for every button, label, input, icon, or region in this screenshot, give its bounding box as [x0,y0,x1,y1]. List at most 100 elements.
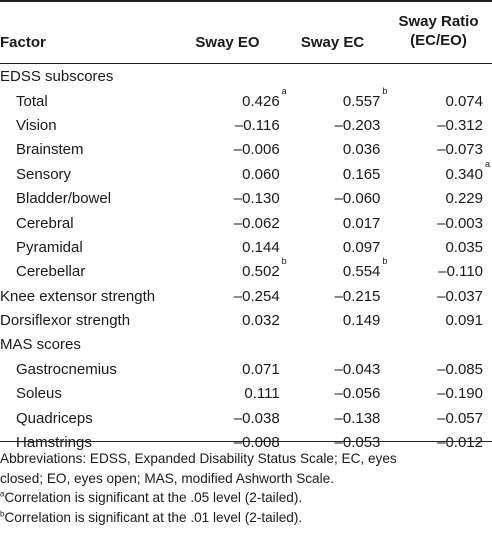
value: –0.057 [437,409,483,427]
value: –0.060 [334,190,381,208]
table-row: EDSS subscores [0,65,492,89]
value: 0.035 [445,238,483,256]
cell-factor: Bladder/bowel [16,190,112,208]
cell-sway-eo [211,65,289,89]
table-row: Knee extensor strength –0.254 –0.215 –0.037 [0,285,492,309]
value-wrap: 0.035 [445,239,492,257]
cell-sway-ratio [389,65,492,89]
header-sway-eo: Sway EO [195,34,260,51]
value-wrap: 0.111 [244,385,288,403]
value: 0.229 [445,190,483,208]
cell-sway-ratio: –0.073 [389,138,492,162]
value-wrap: 0.074 [445,93,492,111]
value: 0.071 [242,360,280,378]
value-wrap: 0.229 [445,190,492,208]
abbreviations-line2: closed; EO, eyes open; MAS, modified Ash… [0,470,334,486]
cell-factor: Sensory [16,165,72,183]
cell-factor: Brainstem [16,141,84,159]
table-row: Brainstem –0.006 0.036 –0.073 [0,138,492,162]
value: –0.085 [437,360,483,378]
value-wrap: 0.032 [242,312,289,330]
cell-sway-eo: 0.111 [211,382,289,406]
value-wrap: 0.554 b [342,256,388,281]
cell-sway-eo: –0.062 [211,211,289,235]
value-wrap: –0.006 [234,141,289,159]
footnote-b-marker: b [0,508,5,518]
value-wrap: 0.144 [242,239,289,257]
cell-sway-eo: 0.060 [211,163,289,187]
cell-sway-eo: 0.071 [211,358,289,382]
value: –0.053 [334,434,381,452]
value-wrap: –0.053 [335,434,390,452]
cell-sway-ratio: 0.091 [389,309,492,333]
cell-sway-eo: –0.038 [211,406,289,430]
footnote-a: aCorrelation is significant at the .05 l… [0,488,492,508]
value-wrap: –0.190 [437,385,492,403]
value-wrap: 0.426 a [242,85,287,110]
value: 0.060 [242,165,280,183]
value: –0.012 [437,434,483,452]
footnotes: Abbreviations: EDSS, Expanded Disability… [0,449,492,527]
value-wrap: 0.017 [343,215,390,233]
data-table: EDSS subscores Total 0.426 a 0.557 b 0.074 Visi… [0,65,492,455]
cell-sway-eo: –0.254 [211,285,289,309]
value: –0.203 [334,116,381,134]
value-wrap: –0.037 [437,288,492,306]
value: 0.502 [242,263,280,281]
table-row: Dorsiflexor strength 0.032 0.149 0.091 [0,309,492,333]
top-rule [0,0,492,2]
value: 0.032 [242,312,280,330]
value: –0.138 [334,409,381,427]
table-row: Sensory 0.060 0.165 0.340 a [0,159,492,187]
value: 0.149 [342,312,381,330]
header-sway-ratio-line2: (EC/EO) [410,32,467,49]
table-row: Cerebral –0.062 0.017 –0.003 [0,211,492,235]
value: 0.097 [342,238,381,256]
table-row: Quadriceps –0.038 –0.138 –0.057 [0,406,492,430]
table-row: Bladder/bowel –0.130 –0.060 0.229 [0,187,492,211]
cell-sway-ratio: –0.110 [389,260,492,284]
header-sway-ec: Sway EC [300,34,365,51]
value-wrap: –0.116 [235,117,289,135]
cell-sway-ratio: –0.003 [389,211,492,235]
value-wrap: –0.130 [234,190,289,208]
value-wrap: –0.073 [437,141,492,159]
cell-sway-ec: 0.036 [289,138,390,162]
value-wrap: –0.110 [438,263,492,281]
cell-sway-ratio [389,333,492,357]
abbreviations-line1: Abbreviations: EDSS, Expanded Disability… [0,451,397,466]
cell-sway-ratio: –0.085 [389,358,492,382]
header-rule [0,63,492,64]
value: 0.554 [342,263,381,281]
value: 0.111 [244,385,280,403]
value-wrap: 0.557 b [342,85,388,110]
cell-sway-ratio: –0.312 [389,114,492,138]
cell-sway-ratio: –0.037 [389,285,492,309]
table-row: Pyramidal 0.144 0.097 0.035 [0,236,492,260]
cell-sway-ec: –0.053 [289,431,390,455]
cell-factor: Total [16,92,48,110]
cell-factor: Soleus [16,385,62,403]
value: –0.215 [334,287,381,305]
table-row: Soleus 0.111 –0.056 –0.190 [0,382,492,406]
cell-sway-ec: –0.060 [289,187,390,211]
value-wrap: –0.043 [335,361,390,379]
cell-sway-ratio: 0.229 [389,187,492,211]
cell-sway-ec: –0.215 [289,285,390,309]
cell-factor: Dorsiflexor strength [0,312,131,330]
value: –0.073 [437,141,483,159]
cell-factor: EDSS subscores [0,68,114,86]
value-wrap: 0.502 b [242,256,287,281]
cell-factor: Quadriceps [16,409,93,427]
value-wrap: 0.097 [343,239,390,257]
cell-factor: Hamstrings [16,434,92,452]
header-factor: Factor [0,34,46,51]
value-wrap: –0.215 [335,288,390,306]
cell-sway-ratio: 0.074 [389,89,492,113]
value-wrap: –0.085 [437,361,492,379]
value: –0.043 [334,360,381,378]
value: 0.144 [242,238,280,256]
cell-factor: Knee extensor strength [0,287,156,305]
value: 0.017 [342,214,381,232]
